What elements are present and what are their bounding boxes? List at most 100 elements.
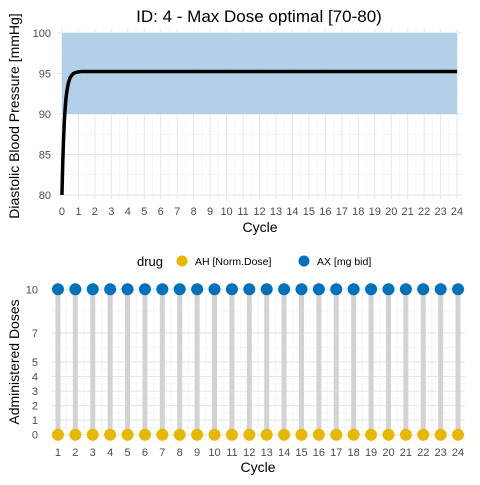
dose-point-ah [173, 428, 186, 441]
dose-y-tick-label: 2 [32, 401, 38, 413]
dose-x-tick-label: 2 [72, 447, 78, 459]
bp-x-tick-label: 11 [237, 206, 248, 218]
dose-point-ax [330, 283, 343, 296]
dose-point-ax [312, 283, 325, 296]
dose-x-ticks: 1 2 3 4 5 6 7 8 9 10 11 12 13 14 15 16 17 18 19 20 21 22 23 24 [55, 447, 464, 459]
bp-chart-title: ID: 4 - Max Dose optimal [70-80) [136, 7, 382, 26]
dose-point-ah [365, 428, 378, 441]
dose-point-ah [295, 428, 308, 441]
dose-x-tick-label: 23 [435, 447, 447, 459]
dose-point-ax [278, 283, 291, 296]
bp-x-tick-label: 7 [174, 206, 180, 218]
bp-x-tick-label: 18 [352, 206, 364, 218]
dose-point-ah [191, 428, 204, 441]
dose-y-tick-label: 0 [32, 430, 38, 442]
dose-point-ax [225, 283, 238, 296]
dose-point-ax [104, 283, 117, 296]
dose-point-ah [330, 428, 343, 441]
dose-point-ah [260, 428, 273, 441]
bp-x-tick-label: 19 [369, 206, 381, 218]
dose-point-ax [260, 283, 273, 296]
bp-y-tick-label: 85 [39, 149, 51, 161]
dose-point-ah [208, 428, 221, 441]
dose-point-ah [243, 428, 256, 441]
bp-y-ticks: 80 85 90 95 100 [33, 28, 51, 202]
dose-point-ax [365, 283, 378, 296]
bp-target-band [61, 33, 458, 114]
legend-title: drug [137, 254, 163, 269]
dose-y-tick-label: 7 [32, 328, 38, 340]
dose-x-tick-label: 18 [348, 447, 360, 459]
dose-y-tick-label: 4 [32, 372, 38, 384]
dose-point-ax [121, 283, 134, 296]
dose-point-ah [225, 428, 238, 441]
dose-point-ax [69, 283, 82, 296]
dose-point-ax [347, 283, 360, 296]
dose-y-tick-label: 1 [32, 415, 38, 427]
dose-point-ax [191, 283, 204, 296]
legend-label-ax: AX [mg bid] [317, 256, 371, 268]
bp-x-tick-label: 17 [336, 206, 348, 218]
dose-y-tick-label: 3 [32, 386, 38, 398]
dose-x-tick-label: 6 [142, 447, 148, 459]
dose-x-tick-label: 12 [243, 447, 255, 459]
bp-x-tick-label: 6 [158, 206, 164, 218]
dose-x-tick-label: 8 [177, 447, 183, 459]
dose-segments [55, 289, 461, 435]
dose-y-tick-label: 10 [26, 284, 38, 296]
bp-x-axis-title: Cycle [242, 219, 277, 235]
bp-y-axis-title: Diastolic Blood Pressure [mmHg] [6, 13, 22, 218]
dose-x-tick-label: 7 [159, 447, 165, 459]
dose-point-ah [104, 428, 117, 441]
bp-x-tick-label: 4 [125, 206, 131, 218]
dose-point-ah [399, 428, 412, 441]
dose-x-tick-label: 10 [208, 447, 220, 459]
dose-points [51, 283, 465, 441]
dose-y-axis-title: Administered Doses [6, 299, 22, 424]
dose-panel: 1 2 3 4 5 6 7 8 9 10 11 12 13 14 15 16 17 18 19 20 21 22 23 24 … [6, 282, 465, 475]
dose-point-ax [51, 283, 64, 296]
dose-point-ah [312, 428, 325, 441]
dose-point-ah [138, 428, 151, 441]
dose-point-ax [86, 283, 99, 296]
dose-point-ax [417, 283, 430, 296]
dose-x-tick-label: 3 [90, 447, 96, 459]
dose-x-tick-label: 14 [278, 447, 290, 459]
dose-point-ah [69, 428, 82, 441]
dose-point-ah [452, 428, 465, 441]
legend: drug AH [Norm.Dose] AX [mg bid] [137, 254, 371, 269]
dose-point-ax [434, 283, 447, 296]
dose-x-tick-label: 11 [226, 447, 237, 459]
dose-point-ax [156, 283, 169, 296]
dose-x-tick-label: 17 [330, 447, 342, 459]
dose-x-axis-title: Cycle [240, 459, 275, 475]
bp-x-tick-label: 3 [108, 206, 114, 218]
dose-x-tick-label: 13 [261, 447, 273, 459]
dose-y-ticks: 0 1 2 3 4 5 7 10 [26, 284, 38, 441]
dose-point-ax [452, 283, 465, 296]
dose-point-ah [121, 428, 134, 441]
bp-x-tick-label: 22 [418, 206, 430, 218]
dose-point-ax [173, 283, 186, 296]
dose-x-tick-label: 19 [365, 447, 377, 459]
dose-point-ax [382, 283, 395, 296]
dose-point-ah [51, 428, 64, 441]
dose-point-ah [382, 428, 395, 441]
legend-key-ah [176, 255, 188, 267]
dose-point-ax [208, 283, 221, 296]
bp-y-tick-label: 95 [39, 69, 51, 81]
dose-x-tick-label: 22 [417, 447, 429, 459]
bp-x-tick-label: 16 [319, 206, 331, 218]
bp-x-tick-label: 20 [385, 206, 397, 218]
dose-point-ah [86, 428, 99, 441]
dose-x-tick-label: 5 [124, 447, 130, 459]
dose-x-tick-label: 24 [452, 447, 464, 459]
bp-x-tick-label: 9 [207, 206, 213, 218]
bp-x-tick-label: 23 [434, 206, 446, 218]
dose-point-ax [399, 283, 412, 296]
dose-x-tick-label: 1 [55, 447, 61, 459]
dose-point-ah [347, 428, 360, 441]
bp-x-tick-label: 24 [451, 206, 463, 218]
